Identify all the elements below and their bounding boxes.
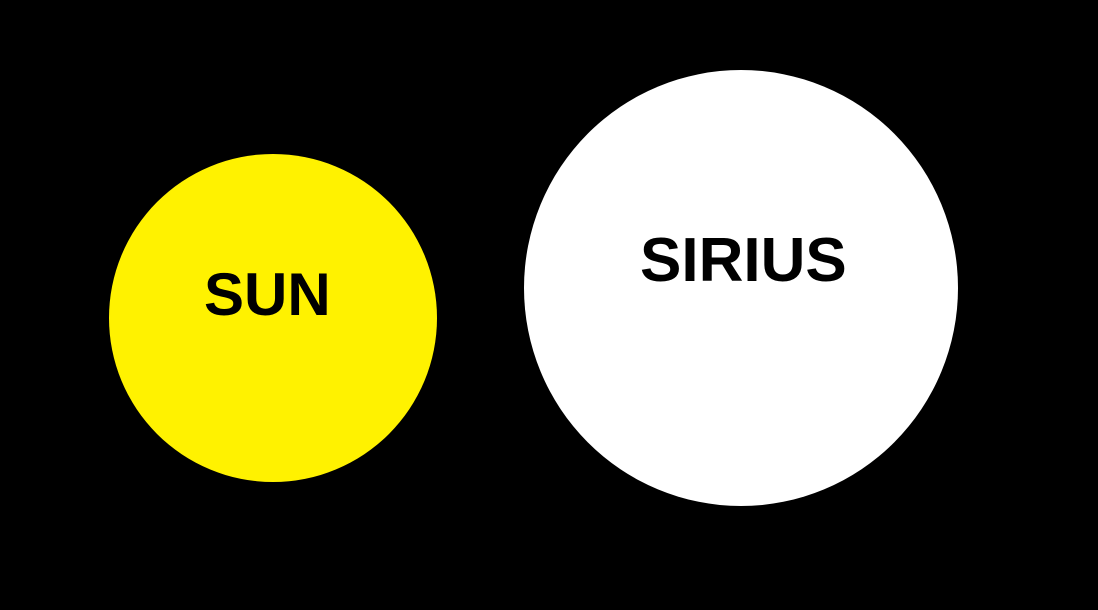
sirius-circle: SIRIUS bbox=[524, 70, 958, 506]
sun-circle: SUN bbox=[109, 154, 437, 482]
sun-label: SUN bbox=[204, 261, 331, 328]
sirius-label: SIRIUS bbox=[640, 226, 847, 295]
